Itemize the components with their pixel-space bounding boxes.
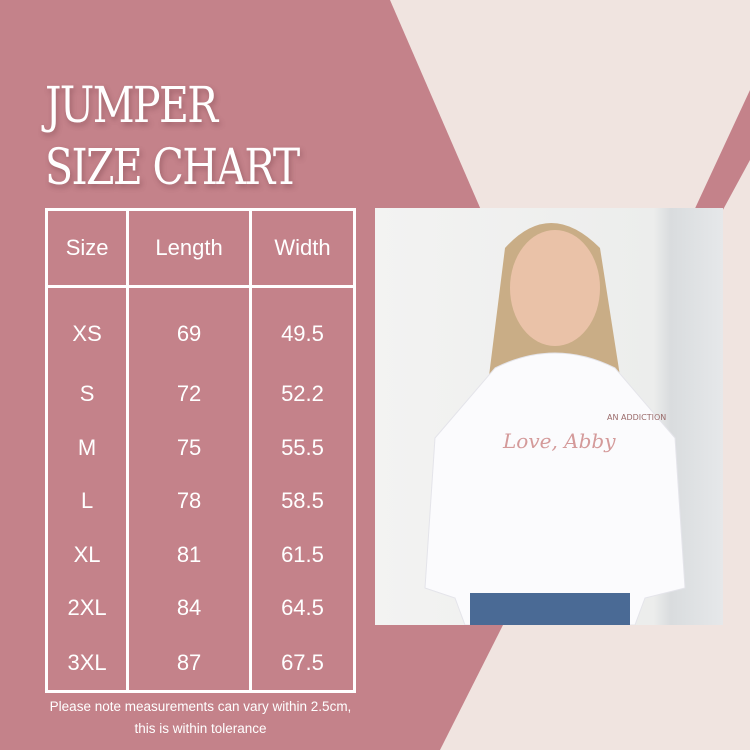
cell-length: 84 <box>126 581 252 636</box>
cell-size: XS <box>44 286 130 368</box>
model-illustration: Love, Abby AN ADDICTION <box>424 223 686 625</box>
title-line-2: SIZE CHART <box>45 138 300 196</box>
tolerance-note: Please note measurements can vary within… <box>49 699 352 736</box>
table-header-row: Size Length Width <box>44 208 357 288</box>
table-row: XS 69 49.5 <box>44 286 357 368</box>
cell-width: 67.5 <box>248 635 357 692</box>
pink-stripe <box>685 90 750 230</box>
model-photo: Love, Abby AN ADDICTION <box>375 208 723 625</box>
table-row: 3XL 87 67.5 <box>44 635 357 692</box>
cell-size: 3XL <box>44 635 130 692</box>
cell-size: L <box>44 474 130 529</box>
table-row: M 75 55.5 <box>44 421 357 475</box>
cell-width: 49.5 <box>248 286 357 368</box>
cell-length: 72 <box>126 367 252 422</box>
cell-width: 55.5 <box>248 421 357 475</box>
cell-length: 81 <box>126 528 252 582</box>
table-row: L 78 58.5 <box>44 474 357 529</box>
shirt-logo-sub: AN ADDICTION <box>607 413 666 422</box>
title-line-1: JUMPER <box>45 76 218 134</box>
size-table: Size Length Width XS 69 49.5 S 72 52.2 M 75 55.5… <box>44 208 357 693</box>
header-length: Length <box>126 208 252 288</box>
cell-width: 52.2 <box>248 367 357 422</box>
cell-length: 75 <box>126 421 252 475</box>
cell-length: 69 <box>126 286 252 368</box>
header-size: Size <box>44 208 130 288</box>
cell-size: 2XL <box>44 581 130 636</box>
cell-length: 87 <box>126 635 252 692</box>
shirt-logo: Love, Abby <box>502 429 616 453</box>
cell-size: XL <box>44 528 130 582</box>
table-row: XL 81 61.5 <box>44 528 357 582</box>
cell-width: 64.5 <box>248 581 357 636</box>
cell-width: 61.5 <box>248 528 357 582</box>
table-row: S 72 52.2 <box>44 367 357 422</box>
cell-width: 58.5 <box>248 474 357 529</box>
cell-length: 78 <box>126 474 252 529</box>
header-width: Width <box>248 208 357 288</box>
cell-size: M <box>44 421 130 475</box>
table-row: 2XL 84 64.5 <box>44 581 357 636</box>
cell-size: S <box>44 367 130 422</box>
